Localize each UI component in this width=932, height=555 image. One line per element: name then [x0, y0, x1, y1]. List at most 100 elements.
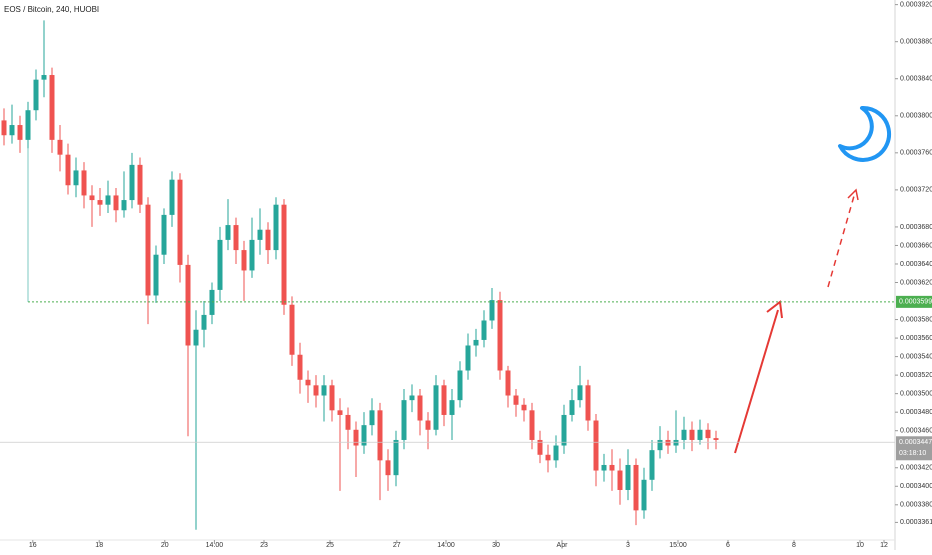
last-price-label: 0.00034475: [899, 439, 932, 446]
candle-body: [361, 425, 367, 446]
drawn-dashed-arrow: [827, 195, 855, 288]
candle-body: [689, 429, 695, 440]
candle-body: [145, 204, 151, 296]
candle-body: [225, 225, 231, 240]
candle-body: [609, 464, 615, 471]
candle-body: [417, 395, 423, 421]
x-tick-label: 10: [856, 542, 864, 549]
candle-body: [393, 439, 399, 476]
candle-body: [497, 300, 503, 371]
x-tick-label: 20: [161, 542, 169, 549]
candle-body: [281, 204, 287, 305]
candle-body: [649, 450, 655, 480]
drawn-arrowhead: [847, 188, 859, 201]
candle-body: [129, 164, 135, 201]
candle-body: [233, 225, 239, 251]
candle-body: [57, 139, 63, 155]
candle-body: [401, 400, 407, 440]
candle-body: [33, 79, 39, 111]
candle-body: [249, 239, 255, 271]
candle-body: [521, 404, 527, 411]
x-tick-label: 14:00: [206, 542, 224, 549]
drawn-arrowhead: [766, 300, 783, 319]
candle-body: [289, 304, 295, 355]
candle-body: [73, 170, 79, 186]
candle-body: [673, 439, 679, 446]
x-tick-label: 30: [492, 542, 500, 549]
candle-body: [121, 200, 127, 211]
candle-body: [489, 300, 495, 321]
candle-body: [569, 400, 575, 415]
candle-body: [513, 395, 519, 405]
candle-body: [465, 345, 471, 371]
candle-body: [641, 479, 647, 511]
candle-body: [9, 125, 15, 136]
candle-body: [457, 370, 463, 401]
candle-body: [593, 420, 599, 471]
drawn-arrow: [734, 309, 779, 454]
candle-body: [65, 154, 71, 186]
candle-body: [209, 289, 215, 315]
candle-body: [529, 410, 535, 440]
candle-body: [137, 164, 143, 205]
candle-body: [585, 385, 591, 421]
candle-body: [449, 400, 455, 415]
candle-body: [321, 385, 327, 396]
candle-body: [169, 179, 175, 215]
x-tick-label: 27: [393, 542, 401, 549]
candle-body: [697, 429, 703, 440]
candle-body: [537, 439, 543, 455]
candle-body: [545, 454, 551, 461]
candle-body: [49, 75, 55, 140]
countdown-label: 03:18:10: [899, 450, 926, 457]
candle-body: [681, 429, 687, 440]
candle-body: [705, 429, 711, 439]
x-tick-label: 25: [326, 542, 334, 549]
candle-body: [505, 370, 511, 396]
candle-body: [481, 320, 487, 340]
candle-body: [665, 439, 671, 446]
x-tick-label: 18: [95, 542, 103, 549]
candle-body: [561, 414, 567, 446]
candle-body: [305, 379, 311, 386]
candle-body: [241, 250, 247, 271]
candle-body: [313, 385, 319, 396]
candle-body: [273, 204, 279, 251]
candle-body: [161, 214, 167, 255]
candle-body: [257, 229, 263, 240]
candle-body: [297, 354, 303, 380]
candle-body: [81, 170, 87, 196]
moon-icon: [838, 105, 892, 162]
candle-body: [113, 195, 119, 211]
chart-title: EOS / Bitcoin, 240, HUOBI: [4, 5, 99, 14]
candle-body: [201, 314, 207, 330]
x-tick-label: 12: [880, 542, 888, 549]
candle-body: [97, 200, 103, 205]
candle-body: [177, 179, 183, 265]
x-tick-label: 8: [792, 542, 796, 549]
candle-body: [369, 410, 375, 426]
candle-body: [265, 229, 271, 251]
candle-body: [1, 120, 7, 136]
candle-body: [617, 470, 623, 490]
candle-body: [185, 264, 191, 346]
x-tick-label: 3: [626, 542, 630, 549]
candle-body: [409, 395, 415, 401]
candle-body: [625, 464, 631, 490]
